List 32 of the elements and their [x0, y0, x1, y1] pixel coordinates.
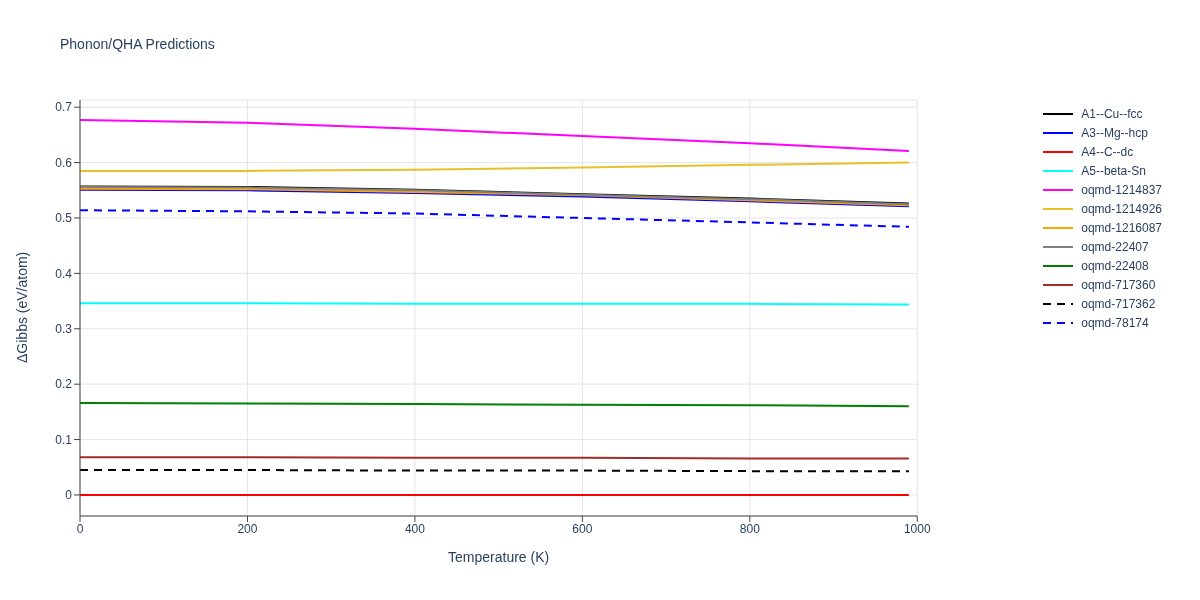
line-series: [80, 161, 910, 172]
y-tick-label: 0.4: [55, 266, 73, 281]
legend-label: A5--beta-Sn: [1081, 163, 1146, 178]
x-axis-title: Temperature (K): [448, 549, 550, 565]
line-series: [80, 209, 910, 228]
y-axis-title: ΔGibbs (eV/atom): [13, 251, 30, 363]
legend-label: oqmd-1214837: [1081, 182, 1162, 197]
legend-label: A3--Mg--hcp: [1081, 125, 1148, 140]
line-series: [80, 118, 910, 152]
legend-label: oqmd-78174: [1081, 315, 1149, 330]
legend-label: A1--Cu--fcc: [1081, 106, 1143, 121]
legend-label: oqmd-717360: [1081, 277, 1156, 292]
y-tick-label: 0.6: [55, 155, 73, 170]
legend-label: oqmd-22408: [1081, 258, 1149, 273]
legend-label: A4--C--dc: [1081, 144, 1134, 159]
legend-label: oqmd-22407: [1081, 239, 1149, 254]
y-tick-label: 0.1: [55, 432, 73, 447]
y-tick-label: 0.7: [55, 100, 73, 115]
chart-title: Phonon/QHA Predictions: [60, 36, 215, 52]
x-tick-label: 200: [237, 521, 258, 536]
y-tick-label: 0.2: [55, 377, 73, 392]
y-tick-label: 0: [65, 488, 73, 503]
legend-label: oqmd-717362: [1081, 296, 1156, 311]
y-tick-label: 0.5: [55, 211, 73, 226]
x-tick-label: 800: [739, 521, 761, 536]
x-tick-label: 1000: [903, 521, 931, 536]
x-tick-label: 600: [572, 521, 593, 536]
x-tick-label: 0: [76, 521, 84, 536]
legend-label: oqmd-1214926: [1081, 201, 1162, 216]
x-tick-label: 400: [404, 521, 426, 536]
y-tick-label: 0.3: [55, 322, 73, 337]
legend-label: oqmd-1216087: [1081, 220, 1162, 235]
